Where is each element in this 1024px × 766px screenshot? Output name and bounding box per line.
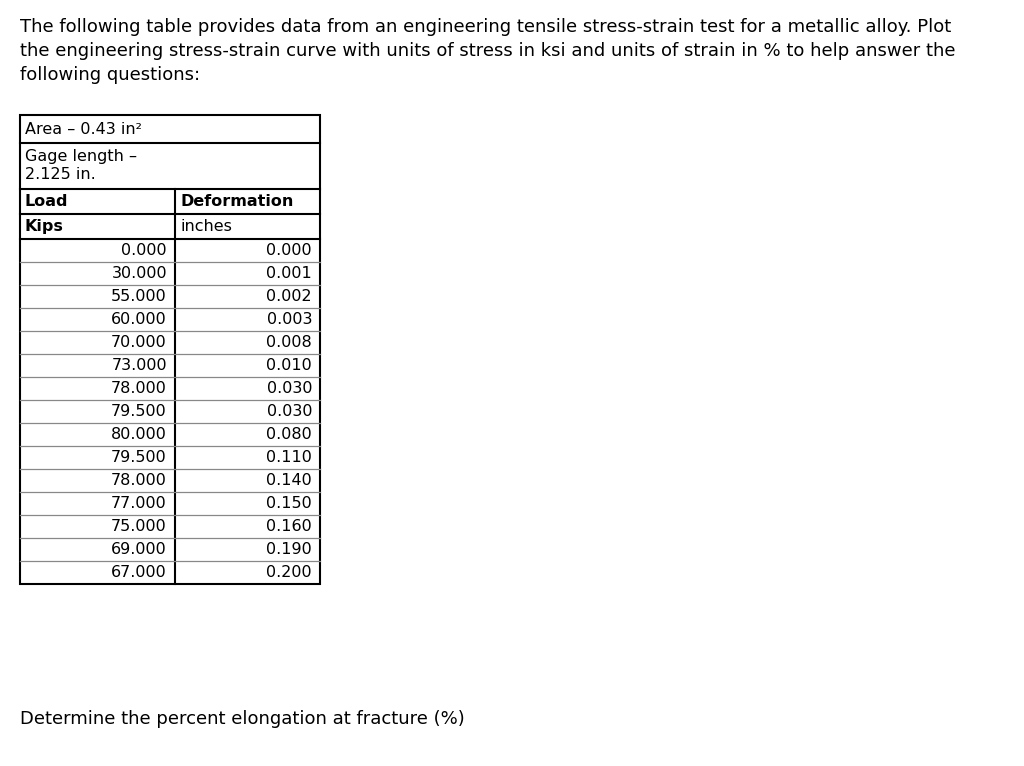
Text: 55.000: 55.000 xyxy=(112,289,167,304)
Text: 0.200: 0.200 xyxy=(266,565,312,580)
Text: 79.500: 79.500 xyxy=(112,404,167,419)
Text: Area – 0.43 in²: Area – 0.43 in² xyxy=(25,122,142,136)
Text: 78.000: 78.000 xyxy=(112,381,167,396)
Text: Deformation: Deformation xyxy=(180,194,293,209)
Text: inches: inches xyxy=(180,219,231,234)
Text: Determine the percent elongation at fracture (%): Determine the percent elongation at frac… xyxy=(20,710,465,728)
Text: Load: Load xyxy=(25,194,69,209)
Text: 67.000: 67.000 xyxy=(112,565,167,580)
Text: 30.000: 30.000 xyxy=(112,266,167,281)
Text: the engineering stress-strain curve with units of stress in ksi and units of str: the engineering stress-strain curve with… xyxy=(20,42,955,60)
Text: 80.000: 80.000 xyxy=(112,427,167,442)
Text: 0.000: 0.000 xyxy=(122,243,167,258)
Text: 78.000: 78.000 xyxy=(112,473,167,488)
Text: 60.000: 60.000 xyxy=(112,312,167,327)
Text: 0.110: 0.110 xyxy=(266,450,312,465)
Text: 75.000: 75.000 xyxy=(112,519,167,534)
Text: 2.125 in.: 2.125 in. xyxy=(25,167,96,182)
Text: 0.140: 0.140 xyxy=(266,473,312,488)
Text: 79.500: 79.500 xyxy=(112,450,167,465)
Text: following questions:: following questions: xyxy=(20,66,200,84)
Text: 0.190: 0.190 xyxy=(266,542,312,557)
Text: 0.160: 0.160 xyxy=(266,519,312,534)
Text: 0.002: 0.002 xyxy=(266,289,312,304)
Text: 0.008: 0.008 xyxy=(266,335,312,350)
Bar xyxy=(20,115,319,584)
Text: 0.080: 0.080 xyxy=(266,427,312,442)
Text: 0.150: 0.150 xyxy=(266,496,312,511)
Text: 0.010: 0.010 xyxy=(266,358,312,373)
Text: 77.000: 77.000 xyxy=(112,496,167,511)
Text: 0.003: 0.003 xyxy=(266,312,312,327)
Text: 70.000: 70.000 xyxy=(112,335,167,350)
Text: Gage length –: Gage length – xyxy=(25,149,137,164)
Text: 69.000: 69.000 xyxy=(112,542,167,557)
Text: The following table provides data from an engineering tensile stress-strain test: The following table provides data from a… xyxy=(20,18,951,36)
Text: 0.030: 0.030 xyxy=(266,404,312,419)
Text: 0.000: 0.000 xyxy=(266,243,312,258)
Text: 0.030: 0.030 xyxy=(266,381,312,396)
Text: 73.000: 73.000 xyxy=(112,358,167,373)
Text: Kips: Kips xyxy=(25,219,63,234)
Text: 0.001: 0.001 xyxy=(266,266,312,281)
